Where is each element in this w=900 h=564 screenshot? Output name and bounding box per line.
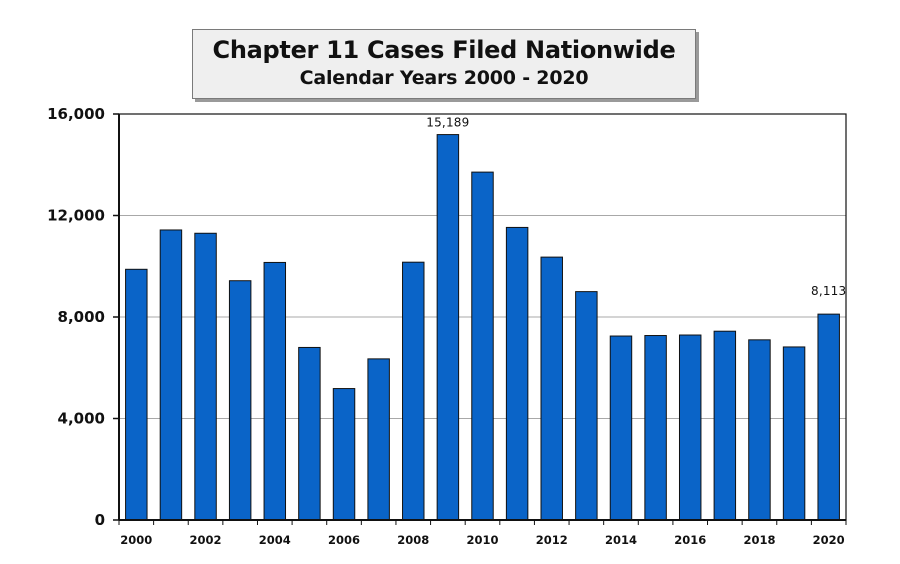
x-tick-label: 2004 [259, 533, 291, 547]
data-label: 15,189 [426, 116, 469, 130]
bar [263, 261, 287, 521]
bar [678, 334, 702, 521]
x-tick-label: 2000 [120, 533, 152, 547]
bar [402, 261, 425, 521]
y-tick-label: 8,000 [58, 308, 105, 326]
y-tick-label: 4,000 [58, 410, 105, 428]
x-tick-label: 2010 [466, 533, 498, 547]
bar [505, 226, 529, 521]
chart-subtitle: Calendar Years 2000 - 2020 [299, 67, 589, 89]
x-tick-label: 2018 [743, 533, 775, 547]
x-tick-label: 2002 [190, 533, 222, 547]
bar [540, 256, 563, 521]
y-tick-label: 12,000 [47, 207, 105, 225]
bar [159, 229, 183, 521]
y-tick-label: 16,000 [47, 105, 105, 123]
bar [125, 268, 148, 521]
bar [782, 346, 806, 521]
bar [332, 388, 356, 521]
y-tick-label: 0 [95, 511, 105, 529]
bar [367, 358, 390, 521]
bar [713, 330, 737, 521]
bar [644, 335, 667, 521]
x-tick-label: 2014 [605, 533, 637, 547]
bar [228, 280, 252, 521]
bar [817, 313, 840, 521]
x-tick-label: 2012 [536, 533, 568, 547]
bar [471, 171, 494, 521]
x-tick-label: 2008 [397, 533, 429, 547]
data-label: 8,113 [811, 284, 846, 298]
chart-title: Chapter 11 Cases Filed Nationwide [212, 36, 676, 64]
x-tick-label: 2016 [674, 533, 706, 547]
chart-title-box: Chapter 11 Cases Filed Nationwide Calend… [192, 29, 696, 99]
x-tick-label: 2006 [328, 533, 360, 547]
bar [748, 339, 771, 521]
bar [609, 335, 633, 521]
x-tick-label: 2020 [813, 533, 845, 547]
bar [436, 134, 460, 521]
bar [194, 232, 217, 521]
bar [298, 346, 321, 521]
bar [575, 291, 598, 521]
